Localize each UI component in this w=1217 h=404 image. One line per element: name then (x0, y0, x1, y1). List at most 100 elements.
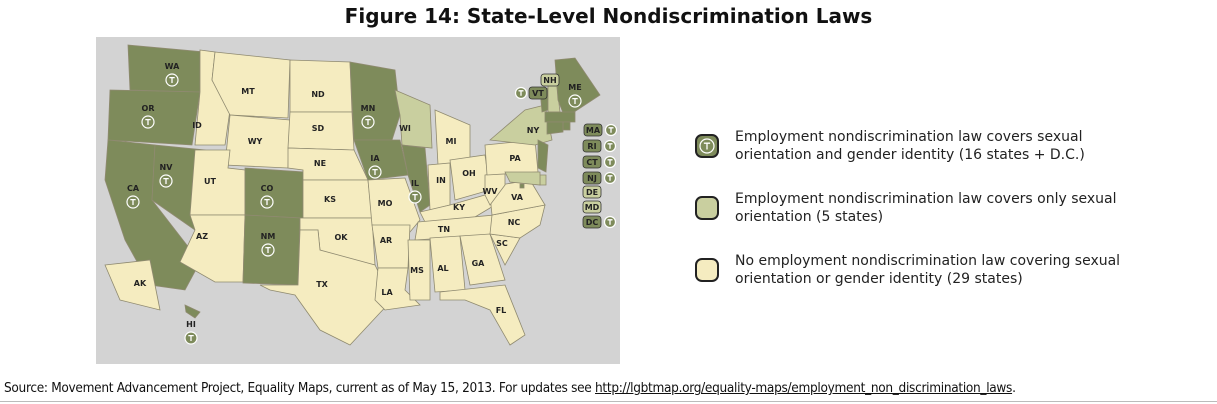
icon-glyph (265, 246, 271, 253)
state (554, 57, 601, 119)
state-label: RI (587, 142, 596, 151)
icon-glyph (412, 193, 418, 200)
state (302, 179, 373, 219)
state (544, 111, 576, 123)
icon-glyph (372, 168, 378, 175)
state-label: MT (241, 87, 255, 96)
icon-glyph (607, 175, 613, 181)
legend-swatch (695, 258, 719, 282)
state (367, 177, 421, 233)
state-label: ND (311, 90, 325, 99)
label-box (583, 123, 603, 137)
state-label: NC (508, 218, 521, 227)
state-label: ID (192, 121, 202, 130)
state (439, 284, 526, 346)
state (519, 183, 525, 189)
state-label: IL (411, 179, 419, 188)
state-label: DE (586, 188, 598, 197)
state-label: MA (586, 126, 601, 135)
state-label: AL (437, 264, 448, 273)
map: WA OR CA NV ID MT WY UT AZ CO NM ND SD NE KS OK TX MN IA MO… (96, 37, 620, 364)
state-label: NM (261, 232, 276, 241)
source: Source: Movement Advancement Project, Eq… (4, 380, 1016, 396)
label-box (582, 155, 602, 169)
state-label: NV (160, 163, 174, 172)
state (401, 144, 431, 213)
state-label: IN (436, 176, 446, 185)
state-label: VA (511, 193, 524, 202)
legend-icon (699, 138, 715, 154)
legend-label: Employment nondiscrimination law covers … (735, 129, 1085, 163)
label-box (582, 185, 602, 199)
state (244, 167, 306, 219)
state-label: OR (142, 104, 155, 113)
state-label: NJ (587, 174, 597, 183)
state-label: NH (543, 76, 556, 85)
label-box (582, 139, 602, 153)
legend-item: Employment nondiscrimination law covers … (695, 190, 1165, 226)
state-label: OH (462, 169, 476, 178)
state (184, 304, 201, 319)
state-label: WA (165, 62, 180, 71)
state-label: MD (585, 203, 600, 212)
icon-glyph (264, 198, 270, 205)
state-label: KY (453, 203, 465, 212)
state (104, 259, 161, 311)
rule (0, 401, 1217, 402)
state-label: CA (127, 184, 140, 193)
state-label: MS (410, 266, 424, 275)
state-label: LA (381, 288, 393, 297)
state-label: VT (532, 89, 544, 98)
legend-label: No employment nondiscrimination law cove… (735, 253, 1121, 287)
state-label: MI (446, 137, 457, 146)
source-link[interactable]: http://lgbtmap.org/equality-maps/employm… (595, 380, 1013, 396)
source-text: Source: Movement Advancement Project, Eq… (4, 380, 592, 396)
icon-glyph (163, 177, 169, 184)
state (211, 51, 291, 119)
state-label: MN (361, 104, 376, 113)
state (459, 233, 506, 286)
icon-glyph (572, 97, 578, 104)
state (504, 171, 541, 186)
legend-label: Employment nondiscrimination law covers … (735, 191, 1117, 225)
state (539, 174, 547, 186)
icon-glyph (607, 159, 613, 165)
state-label: FL (496, 306, 507, 315)
state-label: OK (335, 233, 349, 242)
icon-glyph (607, 143, 613, 149)
icon-glyph (607, 219, 613, 225)
icon-glyph (608, 127, 614, 133)
state-label: SC (496, 239, 508, 248)
state (374, 267, 421, 311)
label-box (540, 73, 560, 87)
state-label: HI (186, 320, 196, 329)
state-label: AR (380, 236, 392, 245)
icon-glyph (188, 334, 194, 341)
state-label: UT (204, 177, 216, 186)
state-label: WY (248, 137, 263, 146)
state (427, 162, 451, 211)
state-label: ME (568, 83, 581, 92)
state (289, 59, 353, 113)
state-label: WV (482, 187, 498, 196)
icon-glyph (518, 90, 524, 96)
state (107, 89, 201, 146)
state-label: KS (324, 195, 336, 204)
title: Figure 14: State-Level Nondiscrimination… (344, 4, 873, 28)
legend-item: Employment nondiscrimination law covers … (695, 128, 1165, 164)
label-box (582, 215, 602, 229)
state-label: TN (438, 225, 450, 234)
state-label: MO (378, 199, 393, 208)
state-label: WI (399, 124, 411, 133)
icon-glyph (145, 118, 151, 125)
state-label: SD (312, 124, 325, 133)
state-label: NY (527, 126, 540, 135)
state (394, 89, 433, 149)
icon-glyph (130, 198, 136, 205)
state-label: IA (370, 154, 380, 163)
state (371, 224, 411, 269)
state-label: CO (261, 184, 274, 193)
state-label: DC (586, 218, 599, 227)
state-label: PA (509, 154, 521, 163)
